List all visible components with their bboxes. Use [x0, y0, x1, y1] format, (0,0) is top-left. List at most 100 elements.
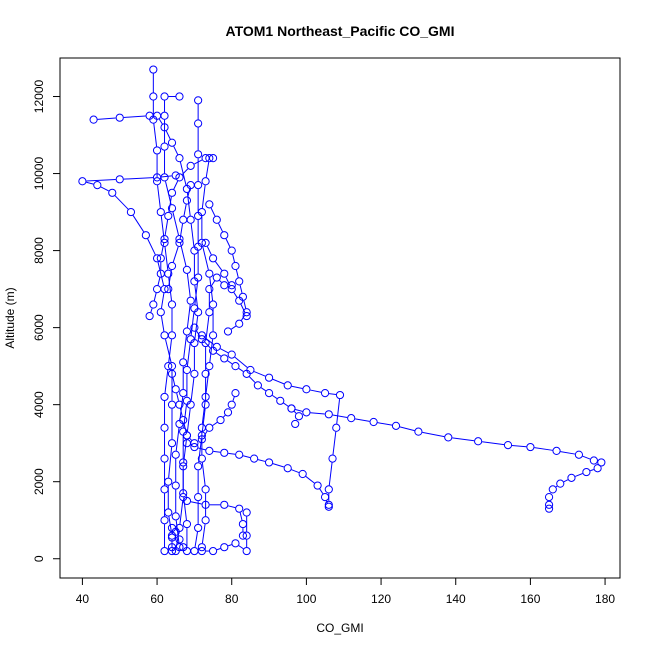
data-point — [182, 365, 192, 375]
data-point — [544, 493, 554, 502]
data-point — [227, 246, 236, 255]
series-6 — [160, 92, 195, 552]
data-point — [276, 396, 285, 405]
x-tick-label: 40 — [76, 592, 90, 606]
data-point — [160, 546, 169, 556]
data-point — [171, 512, 180, 521]
connector-segment — [173, 146, 179, 155]
data-point — [201, 154, 210, 163]
data-point — [175, 154, 184, 163]
connector-segment — [399, 426, 415, 432]
data-point — [186, 161, 195, 170]
data-point — [197, 546, 206, 556]
data-point — [152, 146, 162, 155]
connector-segment — [186, 304, 191, 328]
connector-segment — [232, 396, 235, 402]
connector-segment — [164, 219, 169, 236]
data-point — [223, 408, 233, 417]
connector-segment — [238, 545, 244, 550]
data-point — [186, 335, 195, 344]
data-point — [205, 423, 214, 432]
data-point — [220, 231, 229, 240]
connector-segment — [332, 414, 348, 418]
connector-segment — [86, 179, 116, 182]
series-11 — [197, 331, 345, 509]
data-point — [544, 504, 554, 513]
data-point — [264, 389, 274, 398]
connector-segment — [257, 459, 266, 462]
data-point — [175, 173, 184, 182]
connector-segment — [201, 524, 206, 544]
data-point — [212, 273, 221, 282]
data-point — [160, 485, 169, 494]
connector-segment — [239, 512, 243, 521]
data-point — [145, 311, 154, 321]
data-point — [205, 308, 214, 317]
data-point — [444, 433, 453, 442]
data-point — [223, 327, 233, 336]
connector-segment — [377, 422, 393, 426]
data-point — [208, 546, 218, 556]
connector-segment — [186, 408, 191, 432]
data-point — [474, 437, 483, 446]
connector-segment — [161, 242, 165, 255]
data-point — [152, 254, 162, 263]
data-point — [582, 467, 591, 477]
connector-segment — [295, 409, 303, 412]
connector-segment — [482, 441, 505, 446]
data-point — [227, 400, 236, 409]
connector-segment — [204, 341, 211, 349]
connector-segment — [218, 223, 223, 232]
data-point — [194, 242, 203, 251]
data-point — [227, 281, 236, 290]
connector-segment — [452, 437, 475, 442]
data-point — [78, 177, 87, 186]
connector-segment — [319, 488, 324, 495]
connector-segment — [97, 117, 116, 120]
data-point — [167, 331, 177, 340]
data-point — [194, 273, 203, 282]
data-point — [194, 462, 203, 471]
connector-segment — [210, 207, 216, 217]
connector-segment — [227, 544, 232, 547]
data-point — [320, 389, 330, 398]
connector-segment — [157, 277, 161, 286]
data-point — [164, 508, 173, 517]
data-point — [242, 311, 251, 321]
data-point — [201, 516, 210, 525]
data-point — [160, 423, 169, 432]
data-point — [167, 204, 177, 213]
series-5 — [179, 96, 203, 556]
connector-segment — [179, 408, 183, 417]
connector-segment — [179, 242, 187, 267]
data-point — [283, 381, 292, 390]
y-tick-label: 12000 — [32, 80, 46, 114]
data-point — [503, 441, 513, 450]
data-point — [201, 485, 210, 494]
data-point — [197, 423, 206, 432]
connector-segment — [189, 438, 192, 441]
connector-segment — [164, 246, 169, 270]
data-point — [160, 392, 169, 402]
data-point — [294, 412, 304, 421]
connector-segment — [231, 325, 237, 330]
series-14 — [205, 200, 251, 336]
connector-segment — [201, 408, 206, 432]
data-point — [246, 365, 255, 375]
y-axis-label: Altitude (m) — [3, 287, 17, 348]
data-point — [369, 417, 378, 427]
data-point — [89, 115, 98, 124]
data-point — [238, 531, 248, 540]
data-point — [179, 458, 188, 467]
connector-segment — [173, 180, 179, 190]
data-point — [242, 546, 251, 556]
data-point — [197, 435, 206, 444]
connector-segment — [209, 277, 214, 301]
connector-segment — [225, 277, 231, 286]
data-point — [231, 261, 240, 271]
data-point — [194, 493, 203, 502]
connector-segment — [238, 368, 244, 372]
connector-segment — [590, 469, 594, 472]
data-point — [164, 477, 173, 486]
connector-segment — [158, 118, 163, 125]
